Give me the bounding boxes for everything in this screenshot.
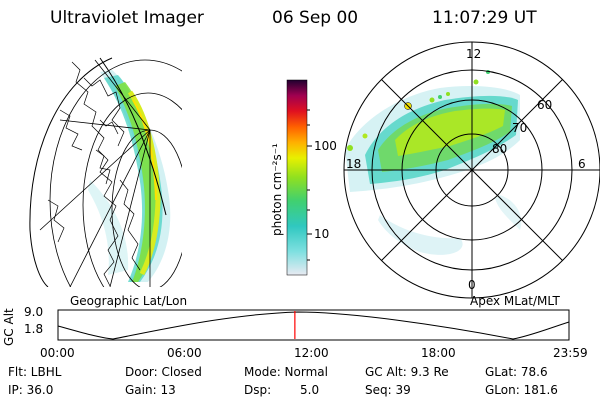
glat-info: GLat: 78.6 [485, 365, 548, 379]
ip-info: IP: 36.0 [8, 383, 54, 397]
mlt-label-18: 18 [346, 157, 362, 171]
colorbar-tick-100: 100 [314, 139, 337, 153]
gc-alt-info: GC Alt: 9.3 Re [365, 365, 449, 379]
lat-label-60: 60 [537, 98, 553, 112]
alt-xtick-0600: 06:00 [167, 346, 202, 360]
alt-ytick-1-8: 1.8 [24, 322, 44, 336]
gain-info: Gain: 13 [125, 383, 176, 397]
polar-plot [343, 41, 600, 299]
colorbar-unit-label: photon cm⁻²s⁻¹ [270, 143, 284, 236]
mlt-label-12: 12 [466, 47, 482, 61]
glon-info: GLon: 181.6 [485, 383, 558, 397]
alt-xtick-1800: 18:00 [421, 346, 456, 360]
dsp-value: 5.0 [300, 383, 320, 397]
alt-ylabel: GC Alt [2, 308, 16, 346]
geo-grid [39, 59, 182, 287]
lat-label-80: 80 [492, 142, 508, 156]
mlt-label-6: 6 [578, 157, 586, 171]
dsp-label: Dsp: [244, 383, 272, 397]
geographic-map [29, 57, 182, 287]
coastlines [47, 61, 141, 287]
alt-xtick-2359: 23:59 [553, 346, 588, 360]
seq-info: Seq: 39 [365, 383, 411, 397]
color-bar [286, 79, 312, 276]
lat-label-70: 70 [512, 121, 528, 135]
alt-xtick-1200: 12:00 [294, 346, 329, 360]
apex-caption: Apex MLat/MLT [470, 294, 560, 308]
alt-ytick-9: 9.0 [24, 305, 44, 319]
date-label: 06 Sep 00 [272, 8, 359, 28]
colorbar-tick-10: 10 [314, 227, 330, 241]
door-info: Door: Closed [125, 365, 202, 379]
geographic-caption: Geographic Lat/Lon [70, 294, 188, 308]
filter-info: Flt: LBHL [8, 365, 62, 379]
altitude-plot [57, 309, 570, 341]
mode-info: Mode: Normal [244, 365, 328, 379]
instrument-title: Ultraviolet Imager [50, 8, 204, 28]
time-label: 11:07:29 UT [432, 8, 537, 28]
mlt-label-0: 0 [468, 278, 476, 292]
alt-xtick-0000: 00:00 [40, 346, 75, 360]
auroral-emission-left [88, 70, 171, 282]
